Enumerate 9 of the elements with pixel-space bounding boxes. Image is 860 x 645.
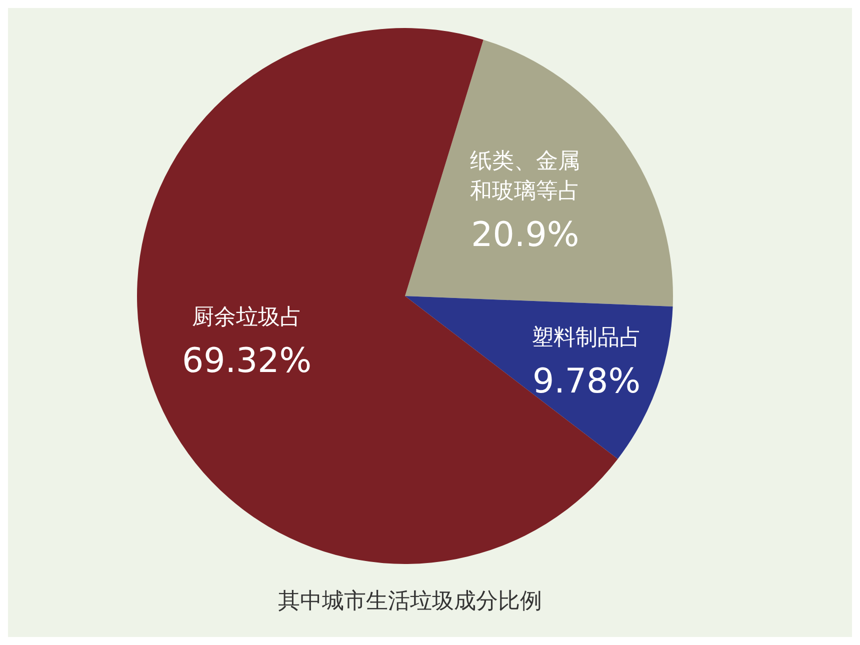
slice-label: 纸类、金属和玻璃等占 xyxy=(470,148,580,204)
pie-slice xyxy=(405,296,673,459)
pie-slice xyxy=(405,40,673,306)
data-label: 69.32% xyxy=(182,341,312,381)
data-label: 9.78% xyxy=(532,362,641,402)
text: 其中城市生活垃圾成分比例 xyxy=(278,589,542,614)
data-label: 20.9% xyxy=(471,214,580,255)
slice-label: 塑料制品占 xyxy=(532,326,642,350)
slice-label: 厨余垃圾占 xyxy=(192,305,302,330)
